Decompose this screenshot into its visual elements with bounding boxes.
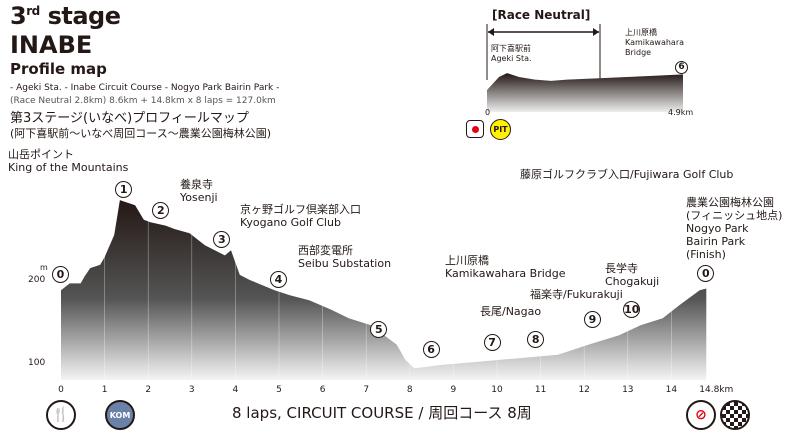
- waypoint-label: 長学寺 Chogakuji: [605, 262, 660, 288]
- elevation-area: [61, 200, 707, 380]
- checkered-flag-icon: [720, 400, 750, 430]
- stage-ordinal: rd: [26, 4, 40, 18]
- x-tick: 7: [363, 385, 370, 395]
- waypoint-0: 0: [52, 266, 69, 284]
- jp-title: 第3ステージ(いなべ)プロフィールマップ: [10, 111, 249, 126]
- kom-icon: KOM: [105, 400, 135, 430]
- stage-word: stage: [47, 2, 121, 30]
- jp-route: (阿下喜駅前〜いなべ周回コース〜農業公園梅林公園): [10, 127, 272, 140]
- waypoint-8: 8: [527, 330, 545, 348]
- waypoint-10: 10: [623, 301, 641, 319]
- footer-title: 8 laps, CIRCUIT COURSE / 周回コース 8周: [232, 404, 532, 422]
- neutral-start-label: 阿下喜駅前 Ageki Sta.: [491, 44, 532, 63]
- x-tick: 14: [665, 385, 678, 395]
- y-tick-100: 100: [28, 358, 46, 368]
- y-tick-200: 200: [28, 275, 46, 285]
- route: - Ageki Sta. - Inabe Circuit Course - No…: [10, 83, 280, 93]
- waypoint-label: 西部変電所 Seibu Substation: [298, 244, 392, 270]
- stage-title: 3rd stage: [10, 2, 121, 30]
- x-tick: 6: [319, 385, 326, 395]
- x-tick: 3: [188, 385, 195, 395]
- neutral-point-6: 6: [675, 61, 688, 74]
- waypoint-3: 3: [213, 231, 231, 249]
- pit-badge: PIT: [490, 119, 511, 140]
- x-tick: 4: [232, 385, 239, 395]
- x-tick: 8: [406, 385, 413, 395]
- sprint-icon: ⊘: [686, 400, 716, 430]
- x-tick: 13: [622, 385, 634, 395]
- x-tick: 2: [145, 385, 152, 395]
- waypoint-5: 5: [370, 320, 388, 338]
- stage-name: INABE: [10, 31, 93, 59]
- waypoint-label: 養泉寺 Yosenji: [180, 178, 218, 204]
- waypoint-label: 京ヶ野ゴルフ倶楽部入口 Kyogano Golf Club: [240, 203, 361, 229]
- neutral-label: [Race Neutral]: [492, 8, 591, 22]
- subtitle: Profile map: [10, 60, 107, 78]
- waypoint-label: 山岳ポイント King of the Mountains: [8, 148, 129, 174]
- x-tick: 10: [491, 385, 503, 395]
- y-unit: m: [40, 263, 48, 272]
- neutral-arrow: [486, 24, 601, 80]
- waypoint-1: 1: [115, 181, 133, 199]
- waypoint-11: 0: [697, 264, 715, 282]
- neutral-profile: [487, 73, 683, 112]
- neutral-elevation-area: [487, 73, 683, 112]
- waypoint-6: 6: [422, 341, 440, 358]
- neutral-tick-0: 0: [485, 108, 491, 117]
- stage-number: 3: [10, 2, 27, 30]
- start-flag-icon: [466, 120, 484, 138]
- x-tick: 5: [276, 385, 282, 395]
- x-tick: 12: [578, 385, 590, 395]
- x-tick: 1: [101, 385, 108, 395]
- waypoint-9: 9: [583, 311, 601, 329]
- waypoint-label: 農業公園梅林公園 (フィニッシュ地点) Nogyo Park Bairin Pa…: [686, 196, 783, 261]
- waypoint-label: 福楽寺/Fukurakuji: [530, 288, 623, 301]
- neutral-end-label: 上川原橋 Kamikawahara Bridge: [625, 28, 685, 57]
- x-tick: 9: [450, 385, 457, 395]
- x-tick: 14.8km: [699, 385, 734, 395]
- waypoint-7: 7: [483, 334, 501, 352]
- waypoint-label: 上川原橋 Kamikawahara Bridge: [445, 254, 566, 280]
- waypoint-4: 4: [270, 271, 287, 289]
- x-tick: 11: [534, 385, 547, 395]
- fork-knife-icon: 🍴: [46, 400, 76, 430]
- x-tick: 0: [58, 385, 64, 395]
- waypoint-label: 藤原ゴルフクラブ入口/Fujiwara Golf Club: [520, 168, 734, 181]
- waypoint-label: 長尾/Nagao: [480, 305, 542, 318]
- distance: (Race Neutral 2.8km) 8.6km + 14.8km x 8 …: [10, 96, 276, 106]
- waypoint-2: 2: [152, 201, 170, 219]
- neutral-tick-end: 4.9km: [668, 108, 694, 117]
